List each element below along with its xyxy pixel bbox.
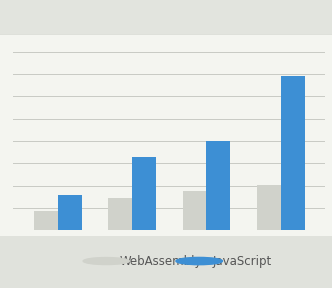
Bar: [183, 192, 207, 230]
Bar: [257, 185, 281, 230]
Circle shape: [176, 257, 222, 265]
Circle shape: [83, 257, 129, 265]
Bar: [281, 76, 304, 230]
Text: WebAssembly: WebAssembly: [120, 255, 202, 268]
Text: JavaScript: JavaScript: [212, 255, 272, 268]
Bar: [207, 141, 230, 230]
Bar: [132, 157, 156, 230]
Bar: [108, 198, 132, 230]
Bar: [58, 195, 82, 230]
Bar: [34, 211, 58, 230]
